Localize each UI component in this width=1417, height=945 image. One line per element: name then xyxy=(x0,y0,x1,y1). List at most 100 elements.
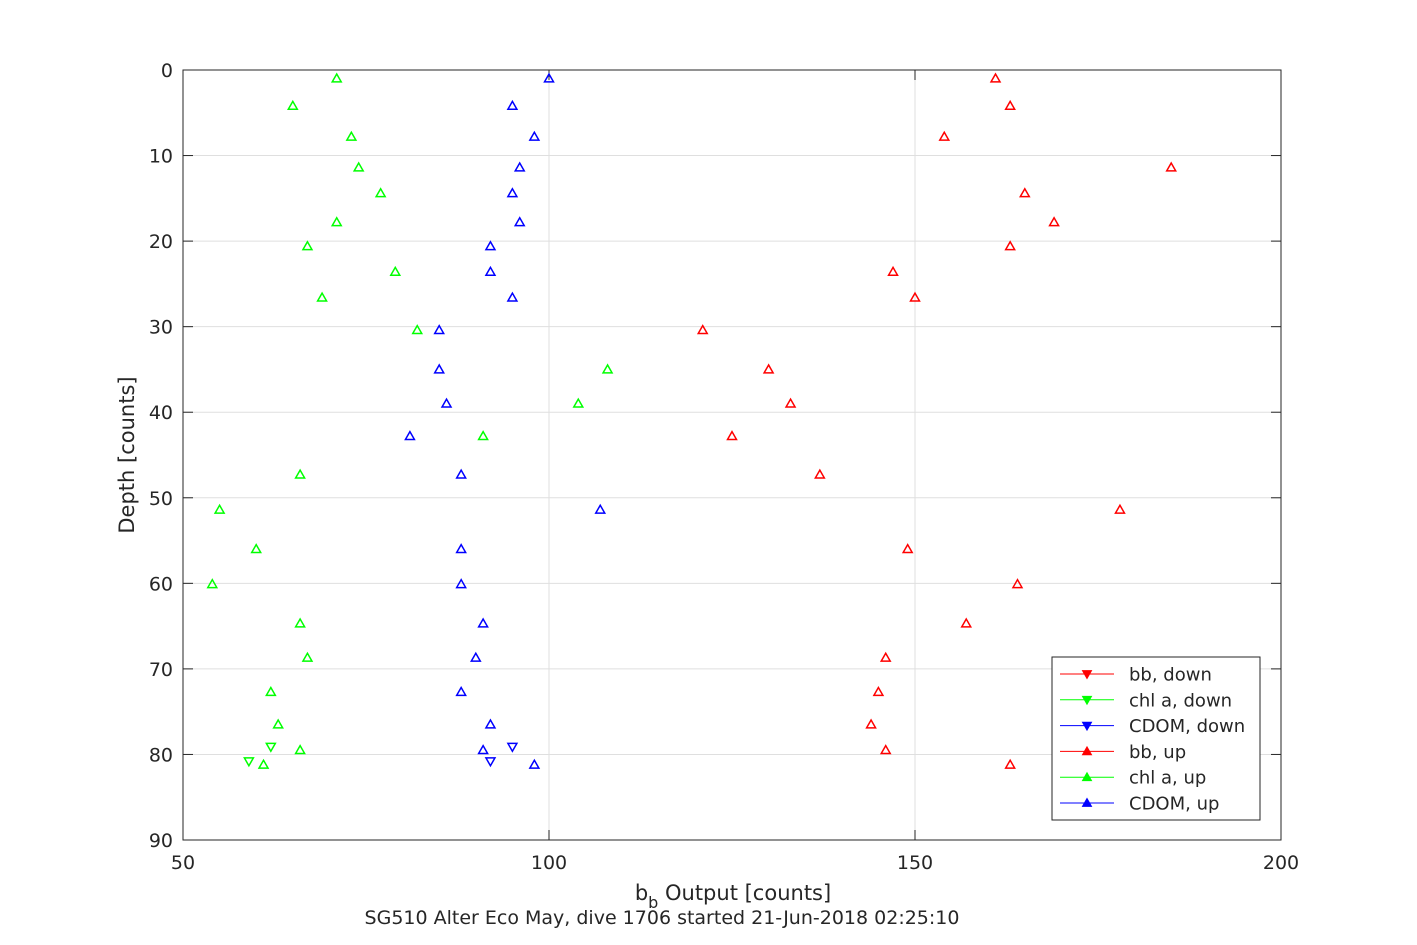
data-point xyxy=(1019,187,1031,198)
data-point xyxy=(513,216,526,227)
x-tick-label: 200 xyxy=(1263,852,1299,874)
y-tick-label: 20 xyxy=(149,231,173,253)
data-point xyxy=(484,265,497,277)
series-chl-a-down xyxy=(243,742,277,768)
legend-box xyxy=(1051,656,1261,821)
legend-marker xyxy=(1081,695,1093,706)
data-point xyxy=(506,742,519,753)
data-point xyxy=(879,744,892,755)
data-point xyxy=(352,161,365,172)
data-point xyxy=(213,503,226,514)
data-point xyxy=(879,651,892,662)
data-point xyxy=(1004,240,1016,251)
x-axis-label: bb Output [counts] xyxy=(635,881,831,912)
data-point xyxy=(594,503,607,514)
data-point xyxy=(470,651,482,662)
legend-label: chl a, down xyxy=(1129,690,1232,711)
y-tick-label: 70 xyxy=(149,659,173,681)
legend-label: chl a, up xyxy=(1129,768,1206,789)
data-point xyxy=(411,324,424,335)
x-axis-label-subscript: b xyxy=(648,893,658,912)
data-point xyxy=(265,742,277,753)
data-point xyxy=(477,744,489,755)
legend-marker xyxy=(1081,721,1093,732)
data-point xyxy=(528,130,541,141)
data-point xyxy=(784,397,797,408)
data-point xyxy=(265,685,277,697)
y-tick-label: 50 xyxy=(149,488,173,510)
data-point xyxy=(506,99,519,111)
plot-frame xyxy=(182,69,1282,841)
data-point xyxy=(909,291,921,302)
series-cdom-down xyxy=(484,742,519,768)
data-point xyxy=(294,468,306,479)
data-point xyxy=(294,744,306,755)
legend-marker xyxy=(1081,670,1093,680)
dive-caption: SG510 Alter Eco May, dive 1706 started 2… xyxy=(365,907,960,929)
y-tick-label: 40 xyxy=(149,402,173,424)
data-point xyxy=(374,187,387,198)
legend-label: CDOM, up xyxy=(1129,794,1219,815)
data-point xyxy=(287,99,299,111)
data-point xyxy=(257,758,270,769)
data-point xyxy=(330,72,343,83)
data-point xyxy=(389,265,402,277)
y-tick-label: 0 xyxy=(161,60,173,82)
x-tick-label: 100 xyxy=(531,852,567,874)
data-point xyxy=(345,130,358,141)
y-tick-label: 10 xyxy=(149,146,173,168)
data-point xyxy=(506,291,519,302)
data-point xyxy=(506,187,519,198)
data-point xyxy=(484,718,497,729)
data-point xyxy=(433,363,445,374)
series-cdom-up xyxy=(404,72,607,769)
data-point xyxy=(513,161,526,172)
x-axis-label-main: b xyxy=(635,881,648,905)
x-tick-label: 150 xyxy=(897,852,933,874)
data-point xyxy=(272,718,284,729)
legend: bb, down chl a, down CDOM, down bb, up chl a… xyxy=(1051,656,1261,821)
data-markers xyxy=(206,72,1177,769)
legend-marker xyxy=(1081,771,1093,782)
data-point xyxy=(250,543,262,554)
y-tick-label: 90 xyxy=(149,830,173,852)
grid xyxy=(183,70,1281,840)
data-point xyxy=(572,397,585,408)
legend-marker xyxy=(1081,797,1093,807)
y-axis-label: Depth [counts] xyxy=(115,376,139,533)
data-point xyxy=(814,468,826,479)
data-point xyxy=(1011,578,1024,589)
data-point xyxy=(696,324,709,335)
legend-label: bb, up xyxy=(1129,742,1186,763)
data-point xyxy=(1114,503,1126,514)
data-point xyxy=(243,757,255,768)
legend-label: bb, down xyxy=(1129,665,1212,686)
data-point xyxy=(484,240,497,251)
data-point xyxy=(938,130,951,141)
data-point xyxy=(455,685,467,697)
data-point xyxy=(528,758,541,769)
data-point xyxy=(301,240,314,251)
data-point xyxy=(960,617,973,628)
data-point xyxy=(404,430,416,441)
data-point xyxy=(477,617,489,628)
data-point xyxy=(989,72,1002,83)
series-chl-a-up xyxy=(206,72,614,769)
data-point xyxy=(872,685,885,697)
data-point xyxy=(440,397,453,408)
legend-label: CDOM, down xyxy=(1129,716,1245,737)
data-point xyxy=(1165,161,1177,172)
data-point xyxy=(433,324,445,335)
data-point xyxy=(762,363,775,374)
y-tick-label: 60 xyxy=(149,573,173,595)
data-point xyxy=(330,216,343,227)
y-tick-label: 30 xyxy=(149,317,173,339)
x-tick-label: 50 xyxy=(171,852,195,874)
data-point xyxy=(601,363,614,374)
data-point xyxy=(455,543,467,554)
x-axis-label-rest: Output [counts] xyxy=(658,881,831,905)
data-point xyxy=(1004,99,1016,111)
data-point xyxy=(726,430,738,441)
axis-ticks: 50 100 150 200 0 10 20 30 40 50 60 70 80 90 xyxy=(149,60,1299,874)
